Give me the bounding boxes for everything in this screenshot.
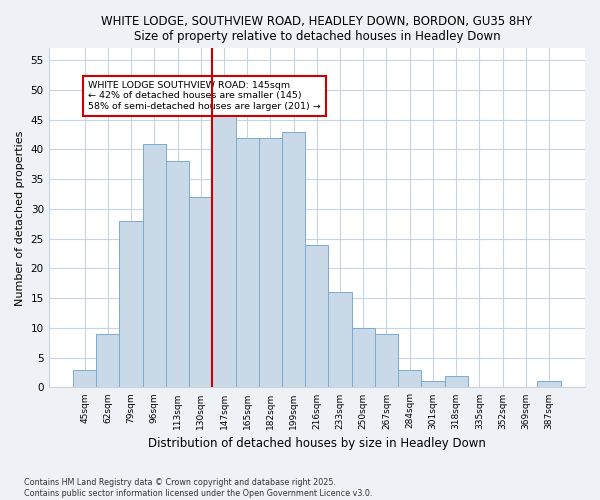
Bar bbox=[352, 328, 375, 388]
Bar bbox=[305, 244, 328, 388]
Bar bbox=[119, 221, 143, 388]
Bar bbox=[375, 334, 398, 388]
X-axis label: Distribution of detached houses by size in Headley Down: Distribution of detached houses by size … bbox=[148, 437, 486, 450]
Bar bbox=[259, 138, 282, 388]
Y-axis label: Number of detached properties: Number of detached properties bbox=[15, 130, 25, 306]
Text: Contains HM Land Registry data © Crown copyright and database right 2025.
Contai: Contains HM Land Registry data © Crown c… bbox=[24, 478, 373, 498]
Bar bbox=[398, 370, 421, 388]
Bar bbox=[421, 382, 445, 388]
Text: WHITE LODGE SOUTHVIEW ROAD: 145sqm
← 42% of detached houses are smaller (145)
58: WHITE LODGE SOUTHVIEW ROAD: 145sqm ← 42%… bbox=[88, 81, 321, 111]
Title: WHITE LODGE, SOUTHVIEW ROAD, HEADLEY DOWN, BORDON, GU35 8HY
Size of property rel: WHITE LODGE, SOUTHVIEW ROAD, HEADLEY DOW… bbox=[101, 15, 532, 43]
Bar bbox=[538, 382, 560, 388]
Bar bbox=[166, 162, 189, 388]
Bar bbox=[73, 370, 96, 388]
Bar bbox=[236, 138, 259, 388]
Bar bbox=[189, 197, 212, 388]
Bar bbox=[282, 132, 305, 388]
Bar bbox=[143, 144, 166, 388]
Bar bbox=[445, 376, 468, 388]
Bar bbox=[212, 114, 236, 388]
Bar bbox=[328, 292, 352, 388]
Bar bbox=[96, 334, 119, 388]
